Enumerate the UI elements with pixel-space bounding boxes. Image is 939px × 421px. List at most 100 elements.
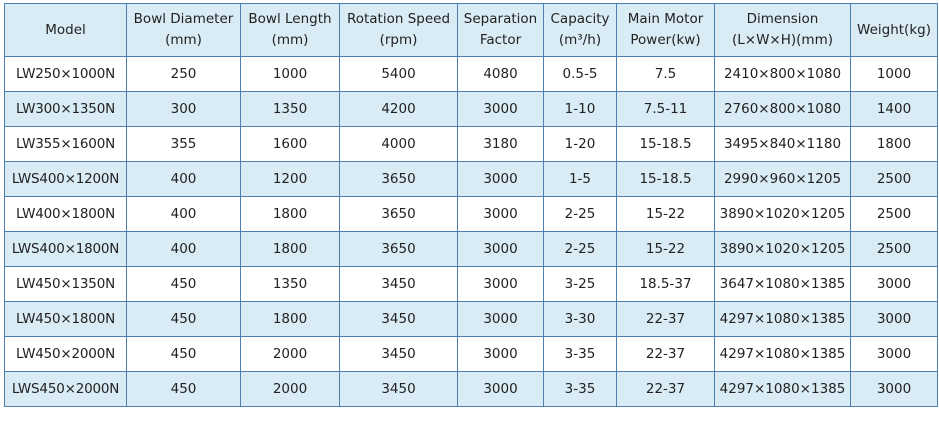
rotation-speed-cell: 3650 [339, 161, 458, 197]
model-cell: LWS400×1200N [4, 161, 127, 197]
capacity-cell: 3-35 [543, 371, 617, 407]
model-cell: LW355×1600N [4, 126, 127, 162]
model-cell: LWS400×1800N [4, 231, 127, 267]
dimension-cell: 2760×800×1080 [714, 91, 851, 127]
weight-cell: 2500 [850, 196, 938, 232]
separation-factor-cell: 3000 [457, 266, 544, 302]
bowl-length-header: Bowl Length (mm) [240, 3, 340, 57]
bowl-length-cell: 1600 [240, 126, 340, 162]
rotation-speed-cell: 4200 [339, 91, 458, 127]
specification-table: Model Bowl Diameter (mm) Bowl Length (mm) Rot… [4, 3, 938, 407]
rotation-speed-cell: 3450 [339, 266, 458, 302]
header-line: Dimension [746, 11, 819, 27]
table-body: LW250×1000N 250 1000 5400 4080 0.5-5 7.5 2410×8… [4, 56, 938, 407]
header-line: Separation [463, 11, 538, 27]
dimension-cell: 4297×1080×1385 [714, 336, 851, 372]
bowl-diameter-cell: 400 [126, 196, 241, 232]
weight-cell: 3000 [850, 336, 938, 372]
capacity-cell: 1-10 [543, 91, 617, 127]
dimension-cell: 3647×1080×1385 [714, 266, 851, 302]
main-motor-power-cell: 22-37 [616, 371, 715, 407]
bowl-diameter-cell: 355 [126, 126, 241, 162]
capacity-cell: 2-25 [543, 231, 617, 267]
dimension-cell: 2990×960×1205 [714, 161, 851, 197]
header-line: (m³/h) [558, 32, 602, 48]
header-line: Weight(kg) [857, 21, 931, 38]
bowl-length-cell: 1800 [240, 231, 340, 267]
main-motor-power-cell: 15-18.5 [616, 126, 715, 162]
main-motor-power-cell: 7.5 [616, 56, 715, 92]
main-motor-power-cell: 7.5-11 [616, 91, 715, 127]
model-cell: LWS450×2000N [4, 371, 127, 407]
main-motor-power-cell: 15-22 [616, 196, 715, 232]
model-cell: LW250×1000N [4, 56, 127, 92]
header-line: Rotation Speed [346, 11, 451, 27]
table-row: LWS400×1200N 400 1200 3650 3000 1-5 15-18.5 299… [4, 161, 938, 197]
main-motor-power-cell: 22-37 [616, 301, 715, 337]
bowl-diameter-cell: 450 [126, 266, 241, 302]
table-row: LWS400×1800N 400 1800 3650 3000 2-25 15-22 3890… [4, 231, 938, 267]
bowl-length-cell: 1800 [240, 196, 340, 232]
weight-cell: 1000 [850, 56, 938, 92]
table-header: Model Bowl Diameter (mm) Bowl Length (mm) Rot… [4, 3, 938, 57]
main-motor-power-header: Main Motor Power(kw) [616, 3, 715, 57]
bowl-diameter-cell: 250 [126, 56, 241, 92]
header-line: Capacity [550, 11, 610, 27]
capacity-cell: 3-30 [543, 301, 617, 337]
rotation-speed-cell: 3650 [339, 196, 458, 232]
dimension-cell: 4297×1080×1385 [714, 301, 851, 337]
model-cell: LW450×2000N [4, 336, 127, 372]
capacity-cell: 2-25 [543, 196, 617, 232]
separation-factor-cell: 3000 [457, 371, 544, 407]
model-cell: LW300×1350N [4, 91, 127, 127]
weight-cell: 3000 [850, 301, 938, 337]
table-row: LWS450×2000N 450 2000 3450 3000 3-35 22-37 4297… [4, 371, 938, 407]
weight-cell: 1800 [850, 126, 938, 162]
bowl-length-cell: 1000 [240, 56, 340, 92]
header-line: Power(kw) [630, 32, 701, 48]
bowl-diameter-cell: 300 [126, 91, 241, 127]
capacity-cell: 1-5 [543, 161, 617, 197]
header-line: Bowl Diameter [133, 11, 234, 27]
rotation-speed-header: Rotation Speed (rpm) [339, 3, 458, 57]
header-line: (mm) [165, 32, 202, 48]
bowl-diameter-cell: 400 [126, 161, 241, 197]
table-row: LW300×1350N 300 1350 4200 3000 1-10 7.5-11 2760… [4, 91, 938, 127]
bowl-diameter-cell: 450 [126, 371, 241, 407]
separation-factor-cell: 3000 [457, 336, 544, 372]
dimension-cell: 3495×840×1180 [714, 126, 851, 162]
dimension-cell: 3890×1020×1205 [714, 231, 851, 267]
bowl-length-cell: 1350 [240, 91, 340, 127]
weight-cell: 3000 [850, 371, 938, 407]
bowl-diameter-cell: 400 [126, 231, 241, 267]
capacity-cell: 3-25 [543, 266, 617, 302]
table-row: LW450×2000N 450 2000 3450 3000 3-35 22-37 4297×… [4, 336, 938, 372]
model-header: Model [4, 3, 127, 57]
header-line: (mm) [271, 32, 309, 48]
header-line: (L×W×H)(mm) [731, 32, 833, 48]
dimension-cell: 3890×1020×1205 [714, 196, 851, 232]
dimension-cell: 4297×1080×1385 [714, 371, 851, 407]
main-motor-power-cell: 22-37 [616, 336, 715, 372]
separation-factor-cell: 3000 [457, 161, 544, 197]
main-motor-power-cell: 15-22 [616, 231, 715, 267]
bowl-length-cell: 2000 [240, 371, 340, 407]
weight-cell: 2500 [850, 231, 938, 267]
separation-factor-cell: 4080 [457, 56, 544, 92]
rotation-speed-cell: 3450 [339, 301, 458, 337]
rotation-speed-cell: 3650 [339, 231, 458, 267]
header-line: Model [45, 21, 86, 38]
weight-cell: 2500 [850, 161, 938, 197]
weight-cell: 3000 [850, 266, 938, 302]
main-motor-power-cell: 18.5-37 [616, 266, 715, 302]
bowl-diameter-cell: 450 [126, 301, 241, 337]
separation-factor-cell: 3000 [457, 301, 544, 337]
separation-factor-cell: 3000 [457, 231, 544, 267]
table-row: LW250×1000N 250 1000 5400 4080 0.5-5 7.5 2410×8… [4, 56, 938, 92]
bowl-diameter-header: Bowl Diameter (mm) [126, 3, 241, 57]
rotation-speed-cell: 3450 [339, 336, 458, 372]
model-cell: LW450×1800N [4, 301, 127, 337]
separation-factor-cell: 3180 [457, 126, 544, 162]
rotation-speed-cell: 3450 [339, 371, 458, 407]
table-row: LW400×1800N 400 1800 3650 3000 2-25 15-22 3890×… [4, 196, 938, 232]
